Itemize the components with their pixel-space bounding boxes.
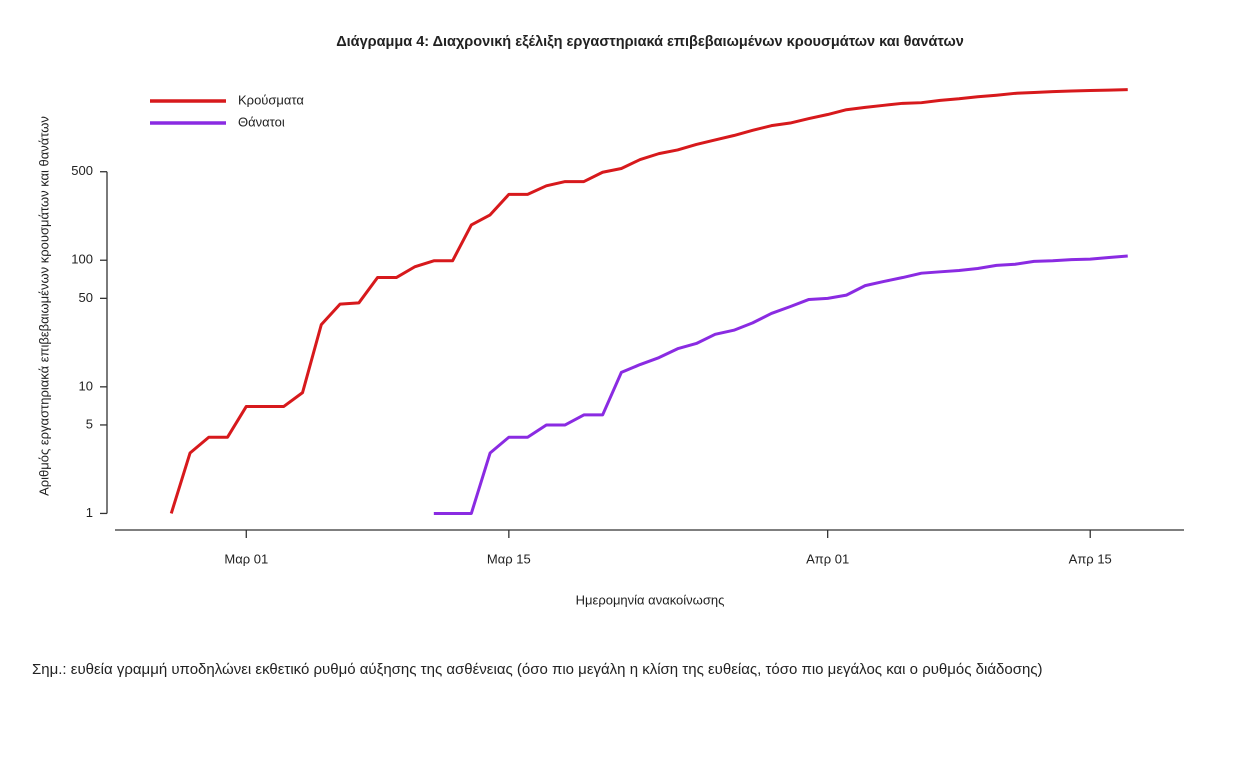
x-tick-label: Απρ 15	[1069, 551, 1112, 566]
x-tick-label: Απρ 01	[806, 551, 849, 566]
note: Σημ.: ευθεία γραμμή υποδηλώνει εκθετικό …	[32, 661, 1043, 678]
x-axis-label: Ημερομηνία ανακοίνωσης	[576, 592, 725, 607]
y-tick-label: 100	[71, 252, 93, 267]
y-axis-label: Αριθμός εργαστηριακά επιβεβαιωμένων κρου…	[36, 116, 51, 496]
legend-label: Κρούσματα	[238, 92, 304, 107]
legend-label: Θάνατοι	[238, 114, 285, 129]
y-tick-label: 500	[71, 163, 93, 178]
y-tick-label: 50	[79, 290, 93, 305]
x-tick-label: Μαρ 15	[487, 551, 531, 566]
y-tick-label: 1	[86, 505, 93, 520]
y-tick-label: 10	[79, 378, 93, 393]
series-line	[433, 254, 1128, 515]
x-tick-label: Μαρ 01	[224, 551, 268, 566]
chart-title: Διάγραμμα 4: Διαχρονική εξέλιξη εργαστηρ…	[336, 34, 964, 50]
series-line	[169, 88, 1128, 514]
y-tick-label: 5	[86, 416, 93, 431]
